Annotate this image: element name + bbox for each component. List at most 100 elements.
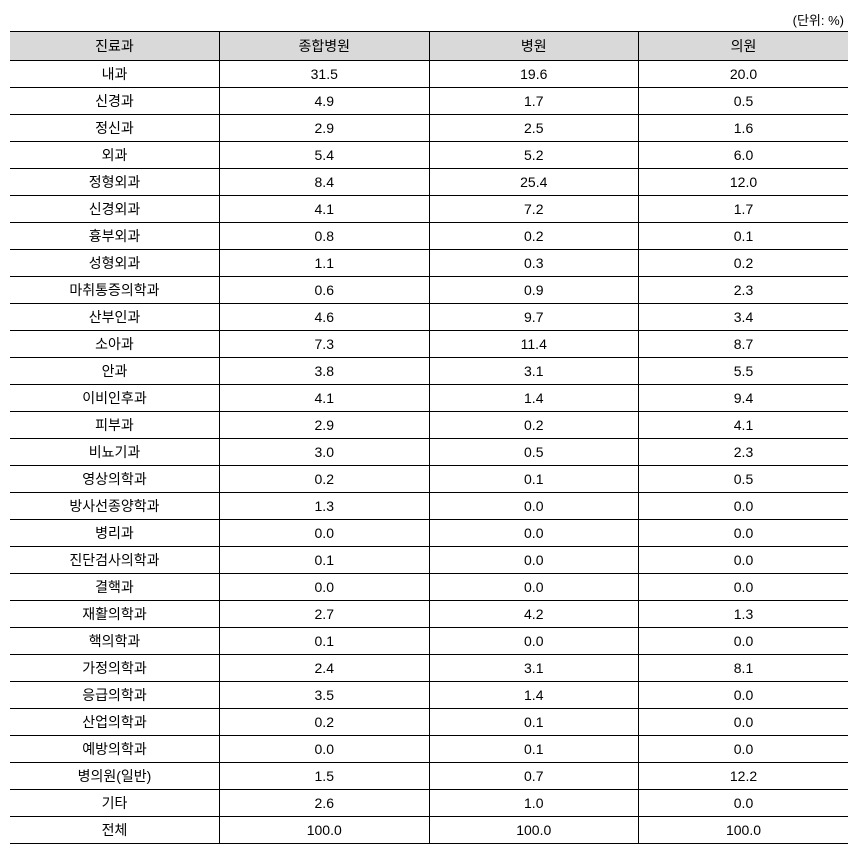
cell-dept: 외과 [10,142,220,169]
table-row: 핵의학과0.10.00.0 [10,628,848,655]
cell-value: 11.4 [429,331,639,358]
cell-value: 0.0 [639,736,849,763]
cell-dept: 피부과 [10,412,220,439]
table-row: 결핵과0.00.00.0 [10,574,848,601]
cell-value: 0.0 [220,520,430,547]
cell-dept: 흉부외과 [10,223,220,250]
cell-dept: 응급의학과 [10,682,220,709]
cell-dept: 이비인후과 [10,385,220,412]
table-row: 진단검사의학과0.10.00.0 [10,547,848,574]
cell-dept: 소아과 [10,331,220,358]
cell-dept: 성형외과 [10,250,220,277]
cell-value: 0.1 [429,466,639,493]
cell-value: 19.6 [429,61,639,88]
cell-value: 4.1 [220,196,430,223]
table-row: 방사선종양학과1.30.00.0 [10,493,848,520]
cell-value: 0.3 [429,250,639,277]
cell-value: 0.1 [429,709,639,736]
table-row: 전체100.0100.0100.0 [10,817,848,844]
cell-value: 0.0 [639,790,849,817]
cell-value: 0.1 [220,628,430,655]
cell-value: 31.5 [220,61,430,88]
cell-value: 0.0 [639,547,849,574]
cell-value: 5.2 [429,142,639,169]
cell-value: 0.9 [429,277,639,304]
cell-dept: 진단검사의학과 [10,547,220,574]
cell-value: 2.3 [639,439,849,466]
table-row: 병리과0.00.00.0 [10,520,848,547]
cell-dept: 가정의학과 [10,655,220,682]
cell-value: 0.5 [639,88,849,115]
cell-value: 0.0 [429,493,639,520]
cell-value: 0.0 [639,493,849,520]
cell-value: 0.0 [220,736,430,763]
table-row: 외과5.45.26.0 [10,142,848,169]
cell-value: 25.4 [429,169,639,196]
table-row: 응급의학과3.51.40.0 [10,682,848,709]
cell-value: 2.3 [639,277,849,304]
cell-value: 0.2 [429,412,639,439]
cell-value: 4.1 [220,385,430,412]
cell-value: 0.5 [429,439,639,466]
cell-value: 6.0 [639,142,849,169]
cell-value: 0.0 [220,574,430,601]
cell-value: 5.4 [220,142,430,169]
table-row: 소아과7.311.48.7 [10,331,848,358]
col-header-dept: 진료과 [10,32,220,61]
cell-value: 0.0 [429,547,639,574]
table-row: 산부인과4.69.73.4 [10,304,848,331]
table-row: 마취통증의학과0.60.92.3 [10,277,848,304]
cell-value: 3.1 [429,655,639,682]
cell-value: 4.2 [429,601,639,628]
cell-value: 1.7 [639,196,849,223]
cell-value: 0.2 [220,466,430,493]
cell-value: 1.7 [429,88,639,115]
cell-dept: 안과 [10,358,220,385]
cell-value: 0.0 [429,520,639,547]
cell-value: 2.9 [220,115,430,142]
table-row: 정신과2.92.51.6 [10,115,848,142]
table-header-row: 진료과 종합병원 병원 의원 [10,32,848,61]
cell-value: 0.0 [639,574,849,601]
cell-dept: 산부인과 [10,304,220,331]
table-row: 가정의학과2.43.18.1 [10,655,848,682]
cell-value: 2.9 [220,412,430,439]
cell-value: 4.9 [220,88,430,115]
cell-value: 100.0 [220,817,430,844]
cell-value: 0.2 [220,709,430,736]
cell-value: 0.2 [639,250,849,277]
cell-value: 0.0 [639,520,849,547]
cell-value: 2.6 [220,790,430,817]
col-header-hospital: 병원 [429,32,639,61]
table-row: 내과31.519.620.0 [10,61,848,88]
cell-dept: 산업의학과 [10,709,220,736]
table-row: 예방의학과0.00.10.0 [10,736,848,763]
cell-value: 20.0 [639,61,849,88]
cell-value: 3.4 [639,304,849,331]
cell-value: 9.7 [429,304,639,331]
cell-value: 9.4 [639,385,849,412]
table-row: 병의원(일반)1.50.712.2 [10,763,848,790]
cell-value: 4.6 [220,304,430,331]
cell-dept: 병의원(일반) [10,763,220,790]
cell-value: 1.4 [429,682,639,709]
cell-value: 0.1 [639,223,849,250]
cell-value: 0.1 [429,736,639,763]
data-table: 진료과 종합병원 병원 의원 내과31.519.620.0신경과4.91.70.… [10,31,848,844]
cell-value: 3.0 [220,439,430,466]
cell-value: 100.0 [639,817,849,844]
cell-dept: 예방의학과 [10,736,220,763]
cell-dept: 핵의학과 [10,628,220,655]
cell-dept: 재활의학과 [10,601,220,628]
cell-value: 3.5 [220,682,430,709]
cell-value: 0.0 [429,574,639,601]
cell-dept: 기타 [10,790,220,817]
cell-dept: 신경과 [10,88,220,115]
cell-value: 3.1 [429,358,639,385]
cell-value: 12.0 [639,169,849,196]
cell-value: 4.1 [639,412,849,439]
cell-value: 2.7 [220,601,430,628]
table-row: 재활의학과2.74.21.3 [10,601,848,628]
cell-value: 8.1 [639,655,849,682]
col-header-clinic: 의원 [639,32,849,61]
